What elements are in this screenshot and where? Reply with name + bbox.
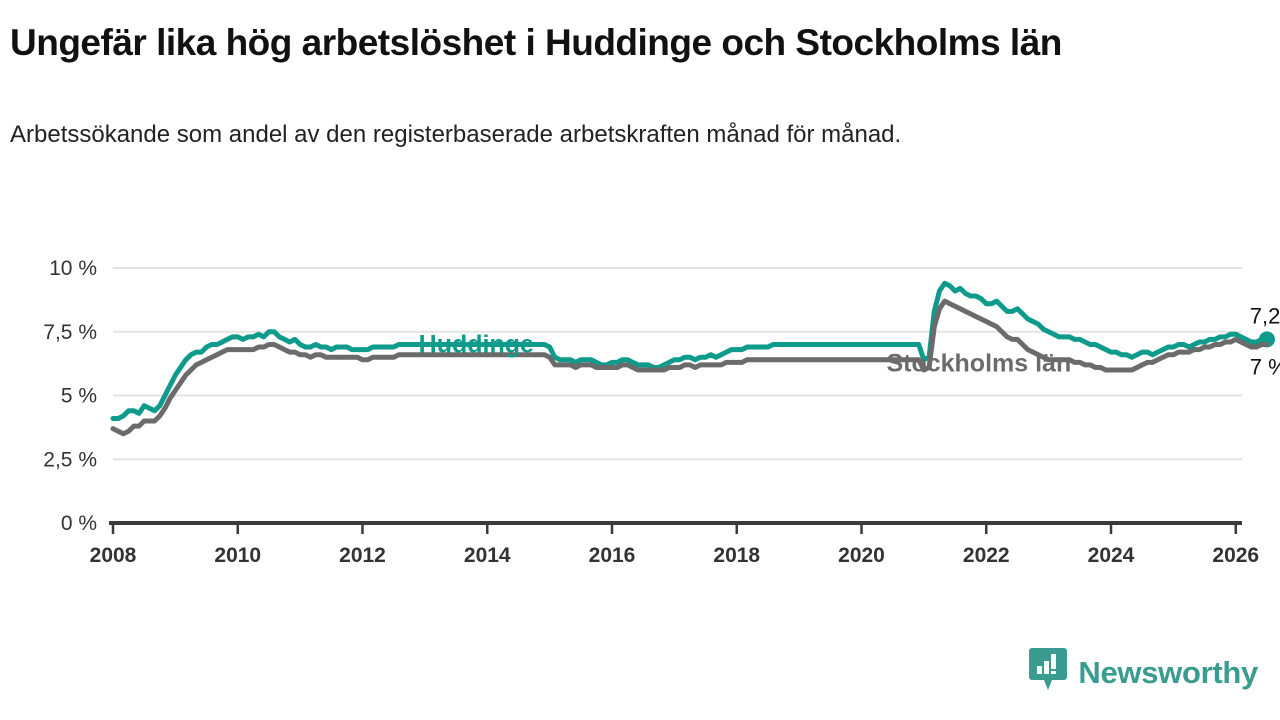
gridlines bbox=[113, 267, 1242, 461]
series-line-stockholms-län bbox=[110, 298, 1270, 437]
huddinge-end-value: 7,2 % bbox=[1250, 303, 1280, 328]
series-lines bbox=[110, 280, 1275, 437]
bar-chart-bubble-icon bbox=[1028, 647, 1068, 698]
x-axis-tick-label: 2014 bbox=[464, 544, 511, 567]
x-axis bbox=[109, 521, 1242, 534]
x-axis-tick-label: 2020 bbox=[838, 544, 885, 567]
page-title: Ungefär lika hög arbetslöshet i Huddinge… bbox=[10, 22, 1062, 63]
end-value-annotations: 7,2 % 7 % bbox=[1250, 303, 1280, 379]
series-line-huddinge bbox=[110, 280, 1270, 421]
y-axis-tick-label: 10 % bbox=[49, 257, 97, 280]
series-label-stockholms-län: Stockholms län bbox=[886, 350, 1071, 378]
logo-wordmark: Newsworthy bbox=[1078, 655, 1258, 690]
series-label-huddinge: Huddinge bbox=[419, 331, 534, 359]
y-axis-labels: 0 % 2,5 % 5 % 7,5 % 10 % bbox=[43, 257, 97, 535]
x-axis-tick-label: 2018 bbox=[713, 544, 760, 567]
x-axis-tick-label: 2008 bbox=[90, 544, 137, 567]
chart-subtitle: Arbetssökande som andel av den registerb… bbox=[10, 121, 902, 148]
y-axis-tick-label: 5 % bbox=[61, 385, 97, 408]
y-axis-tick-label: 2,5 % bbox=[43, 448, 97, 471]
x-axis-tick-label: 2022 bbox=[963, 544, 1010, 567]
y-axis-tick-label: 0 % bbox=[61, 512, 97, 535]
x-axis-tick-label: 2026 bbox=[1212, 544, 1259, 567]
chart-area: 0 % 2,5 % 5 % 7,5 % 10 % 2008 2010 2012 2014 201… bbox=[0, 236, 1280, 596]
newsworthy-logo: Newsworthy bbox=[1028, 647, 1258, 698]
x-axis-tick-label: 2012 bbox=[339, 544, 386, 567]
x-axis-tick-label: 2024 bbox=[1088, 544, 1135, 567]
series-inline-labels: Huddinge Stockholms län bbox=[419, 331, 1072, 378]
x-axis-labels: 2008 2010 2012 2014 2016 2018 2020 2022 2024 2026 bbox=[90, 544, 1259, 567]
x-axis-tick-label: 2010 bbox=[214, 544, 261, 567]
stockholm-end-value: 7 % bbox=[1250, 355, 1280, 380]
line-chart: 0 % 2,5 % 5 % 7,5 % 10 % 2008 2010 2012 2014 201… bbox=[43, 257, 1280, 567]
x-axis-tick-label: 2016 bbox=[589, 544, 636, 567]
y-axis-tick-label: 7,5 % bbox=[43, 321, 97, 344]
